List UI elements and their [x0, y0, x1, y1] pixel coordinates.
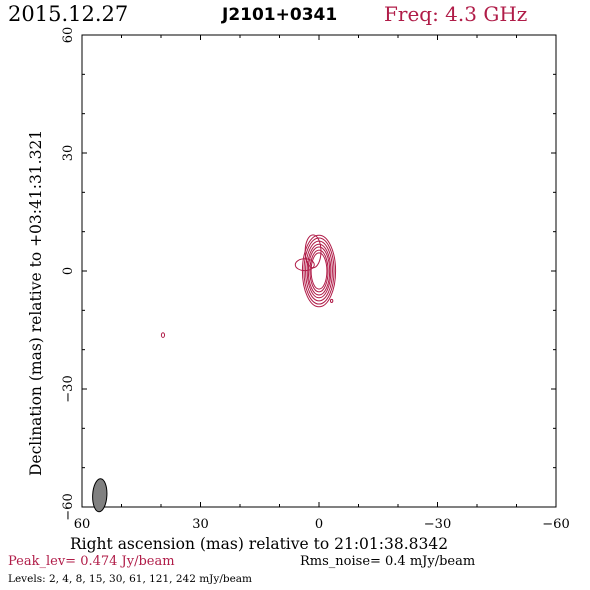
x-tick-label: 60	[74, 517, 91, 532]
contour-levels: Levels: 2, 4, 8, 15, 30, 61, 121, 242 mJ…	[8, 573, 253, 585]
y-axis-label: Declination (mas) relative to +03:41:31.…	[27, 130, 45, 476]
contour-line	[309, 249, 329, 293]
contour-line	[306, 243, 332, 299]
observation-date: 2015.12.27	[8, 2, 129, 26]
x-tick-label: −60	[542, 517, 569, 532]
contour-line	[294, 258, 315, 272]
beam-ellipse	[92, 478, 108, 513]
contour-line	[310, 252, 328, 290]
contour-layer	[92, 234, 337, 513]
y-tick-label: −30	[61, 375, 76, 402]
x-tick-label: 0	[315, 517, 323, 532]
y-tick-label: −60	[61, 493, 76, 520]
frequency-label: Freq: 4.3 GHz	[384, 2, 528, 26]
contour-line	[307, 246, 331, 296]
contour-line	[301, 234, 337, 308]
y-tick-label: 60	[61, 27, 76, 44]
y-tick-label: 30	[61, 145, 76, 162]
plot-frame	[81, 34, 557, 508]
x-tick-label: −30	[424, 517, 451, 532]
peak-level: Peak_lev= 0.474 Jy/beam	[8, 554, 175, 569]
source-name: J2101+0341	[222, 5, 338, 25]
x-axis-label: Right ascension (mas) relative to 21:01:…	[70, 535, 448, 553]
y-tick-label: 0	[61, 267, 76, 275]
x-tick-label: 30	[192, 517, 209, 532]
contour-island	[329, 298, 334, 303]
rms-noise: Rms_noise= 0.4 mJy/beam	[300, 554, 476, 569]
contour-island	[160, 332, 166, 338]
